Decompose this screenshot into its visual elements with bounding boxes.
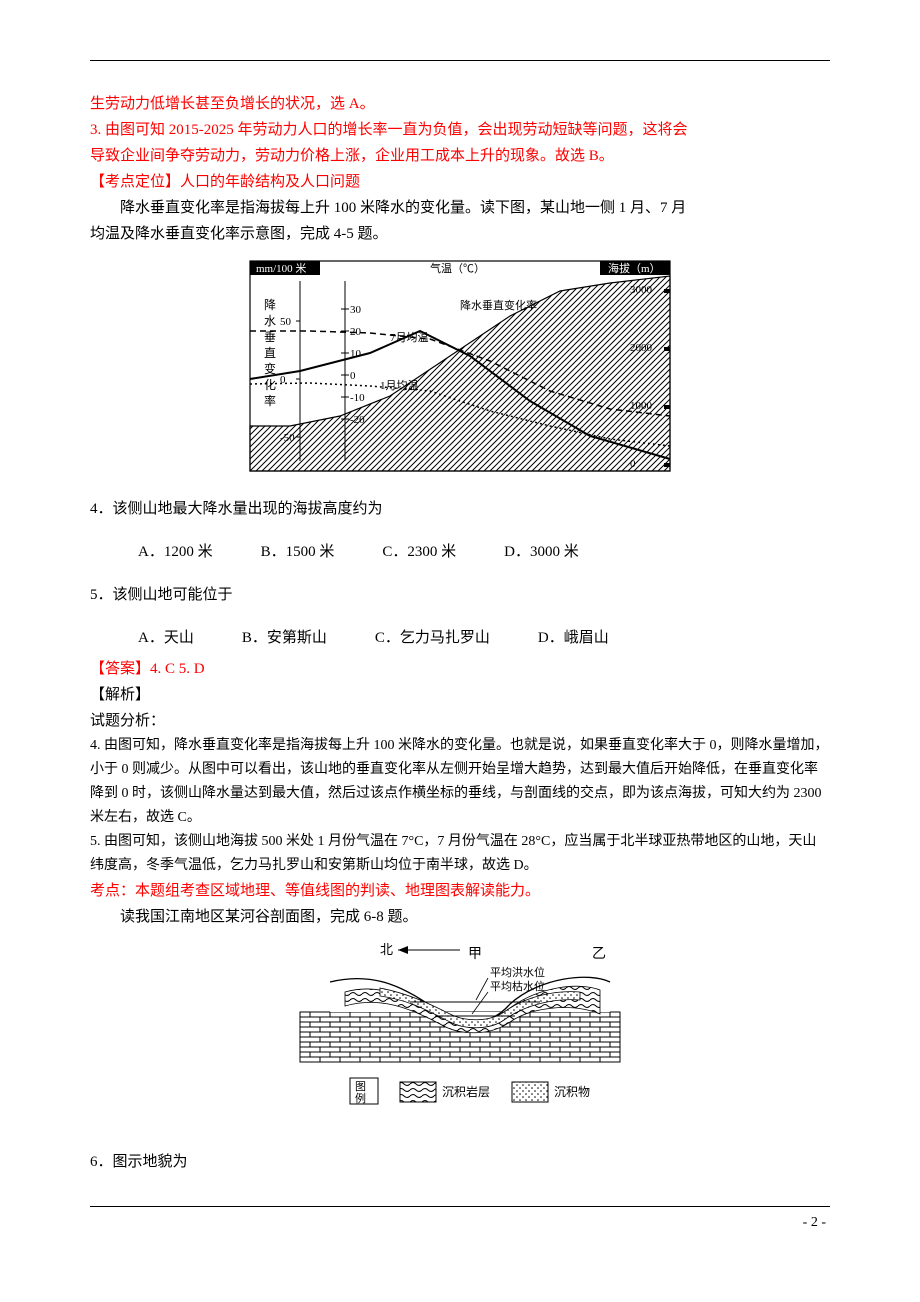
svg-text:变: 变 [264,361,276,376]
q4-B: B．1500 米 [261,538,335,566]
svg-text:乙: 乙 [592,946,606,962]
svg-text:7月均温: 7月均温 [390,331,429,344]
svg-text:1月均温: 1月均温 [380,379,419,392]
svg-text:北: 北 [380,942,393,957]
svg-text:平均枯水位: 平均枯水位 [490,979,545,993]
svg-text:水: 水 [264,314,276,328]
figure-68: 北 甲 乙平均洪水位平均枯水位图例 沉积岩层 沉积物 [90,938,830,1133]
svg-text:沉积物: 沉积物 [554,1085,590,1099]
top-text-3: 导致企业间争夺劳动力，劳动力价格上涨，企业用工成本上升的现象。故选 B。 [90,143,830,169]
page-number: - 2 - [90,1215,830,1231]
q5-options: A．天山 B．安第斯山 C．乞力马扎罗山 D．峨眉山 [90,624,830,652]
q5-D: D．峨眉山 [538,624,609,652]
intro68: 读我国江南地区某河谷剖面图，完成 6-8 题。 [90,904,830,930]
svg-text:0: 0 [630,458,636,470]
svg-text:甲: 甲 [468,947,482,962]
svg-text:mm/100 米: mm/100 米 [256,262,306,275]
figure-45: mm/100 米海拔（m）气温（℃）降水垂直变化率500-503020100-1… [90,255,830,480]
svg-text:图: 图 [355,1080,366,1093]
svg-text:率: 率 [264,393,276,408]
q4-options: A．1200 米 B．1500 米 C．2300 米 D．3000 米 [90,538,830,566]
q5-B: B．安第斯山 [242,624,327,652]
svg-text:0: 0 [350,370,356,382]
svg-text:30: 30 [350,304,362,316]
top-text-1: 生劳动力低增长甚至负增长的状况，选 A。 [90,91,830,117]
tifx: 试题分析： [90,708,830,734]
svg-text:平均洪水位: 平均洪水位 [490,965,545,979]
answer-45: 【答案】4. C 5. D [90,656,830,682]
svg-text:-50: -50 [280,432,295,444]
kaodian-1: 【考点定位】人口的年龄结构及人口问题 [90,169,830,195]
jiexi-4: 4. 由图可知，降水垂直变化率是指海拔每上升 100 米降水的变化量。也就是说，… [90,734,830,830]
q4-D: D．3000 米 [504,538,579,566]
svg-text:降水垂直变化率: 降水垂直变化率 [460,298,537,312]
svg-text:直: 直 [264,346,276,360]
q5-A: A．天山 [138,624,194,652]
kaodian-45: 考点：本题组考查区域地理、等值线图的判读、地理图表解读能力。 [90,878,830,904]
q4-A: A．1200 米 [138,538,213,566]
svg-text:-20: -20 [350,414,365,426]
svg-text:化: 化 [264,378,276,392]
jiexi-5: 5. 由图可知，该侧山地海拔 500 米处 1 月份气温在 7°C，7 月份气温… [90,830,830,878]
svg-text:3000: 3000 [630,284,653,296]
svg-text:海拔（m）: 海拔（m） [608,261,661,275]
svg-text:-10: -10 [350,392,365,404]
top-text-2: 3. 由图可知 2015-2025 年劳动力人口的增长率一直为负值，会出现劳动短… [90,117,830,143]
svg-text:垂: 垂 [264,330,276,344]
q5-C: C．乞力马扎罗山 [375,624,490,652]
q6-stem: 6．图示地貌为 [90,1148,830,1176]
q5-stem: 5．该侧山地可能位于 [90,581,830,609]
svg-text:50: 50 [280,316,292,328]
top-rule [90,60,830,61]
svg-text:1000: 1000 [630,400,653,412]
intro45-1: 降水垂直变化率是指海拔每上升 100 米降水的变化量。读下图，某山地一侧 1 月… [90,195,830,221]
svg-text:降: 降 [264,298,276,312]
q4-stem: 4．该侧山地最大降水量出现的海拔高度约为 [90,495,830,523]
bottom-rule [90,1206,830,1207]
svg-text:沉积岩层: 沉积岩层 [442,1084,490,1099]
q4-C: C．2300 米 [382,538,456,566]
svg-text:2000: 2000 [630,342,653,354]
jiexi-label: 【解析】 [90,682,830,708]
svg-text:气温（℃）: 气温（℃） [430,261,485,275]
intro45-2: 均温及降水垂直变化率示意图，完成 4-5 题。 [90,221,830,247]
svg-text:例: 例 [355,1091,366,1105]
